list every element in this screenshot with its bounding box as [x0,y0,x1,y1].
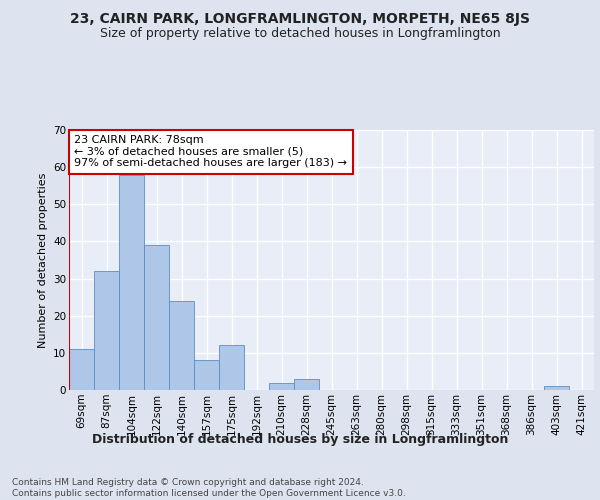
Text: Distribution of detached houses by size in Longframlington: Distribution of detached houses by size … [92,432,508,446]
Bar [544,386,569,390]
Bar [69,349,94,390]
Bar [119,174,144,390]
Bar [294,379,319,390]
Text: 23 CAIRN PARK: 78sqm
← 3% of detached houses are smaller (5)
97% of semi-detache: 23 CAIRN PARK: 78sqm ← 3% of detached ho… [74,135,347,168]
Text: 23, CAIRN PARK, LONGFRAMLINGTON, MORPETH, NE65 8JS: 23, CAIRN PARK, LONGFRAMLINGTON, MORPETH… [70,12,530,26]
Bar [144,245,169,390]
Bar [194,360,219,390]
Bar [219,346,244,390]
Text: Contains HM Land Registry data © Crown copyright and database right 2024.
Contai: Contains HM Land Registry data © Crown c… [12,478,406,498]
Bar [169,301,194,390]
Bar [269,382,294,390]
Text: Size of property relative to detached houses in Longframlington: Size of property relative to detached ho… [100,28,500,40]
Bar [94,271,119,390]
Y-axis label: Number of detached properties: Number of detached properties [38,172,47,348]
